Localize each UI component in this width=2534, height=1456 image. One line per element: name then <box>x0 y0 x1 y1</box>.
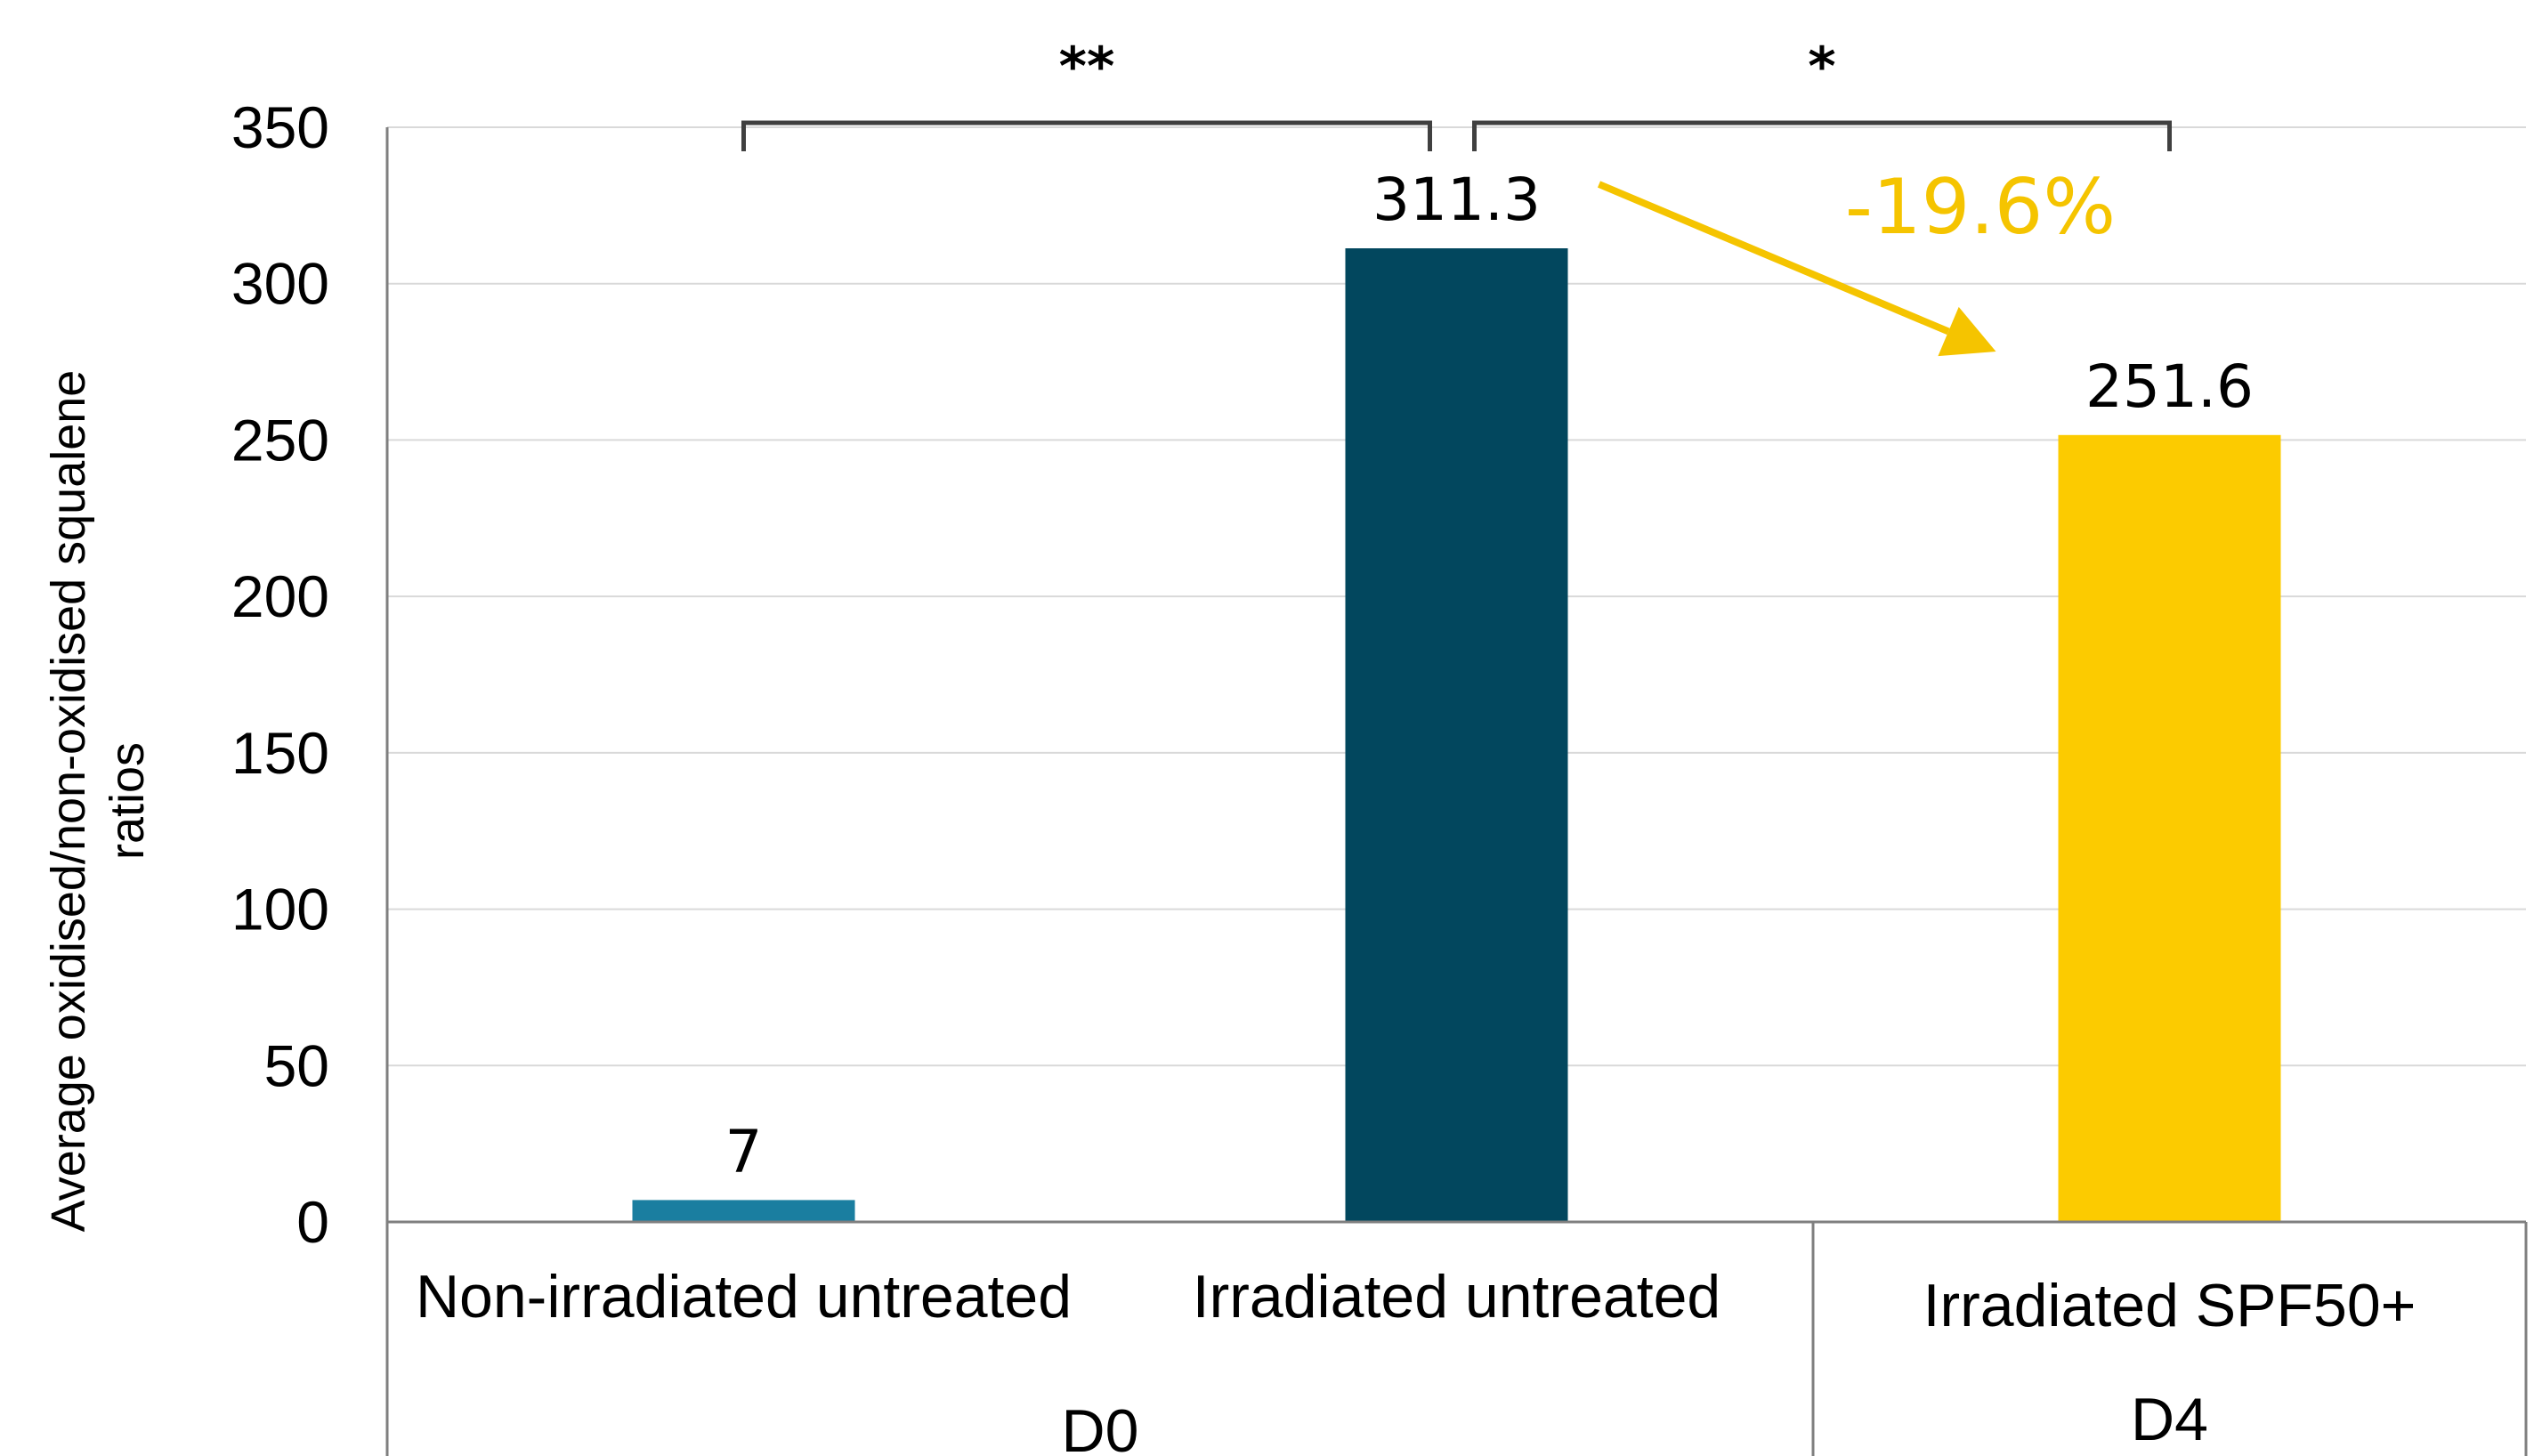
bars <box>632 248 2281 1222</box>
group-label: D4 <box>2131 1386 2208 1453</box>
axes <box>385 127 2528 1456</box>
arrow-head <box>1938 306 1996 357</box>
change-annotation: -19.6% <box>1597 163 2116 357</box>
y-tick-label: 300 <box>231 251 329 317</box>
y-tick-label: 0 <box>296 1189 329 1255</box>
y-tick-label: 100 <box>231 877 329 942</box>
data-label: 311.3 <box>1372 166 1541 234</box>
arrow-line <box>1597 181 1950 336</box>
y-tick-label: 150 <box>231 720 329 786</box>
y-tick-label: 200 <box>231 563 329 629</box>
bar <box>2058 434 2281 1222</box>
category-labels: Non-irradiated untreated Irradiated untre… <box>416 1263 2416 1456</box>
data-label: 7 <box>725 1117 763 1185</box>
category-label: Non-irradiated untreated <box>416 1263 1072 1331</box>
bar <box>1345 248 1568 1222</box>
significance-label: * <box>1808 36 1835 98</box>
data-labels: 7 311.3 251.6 <box>725 166 2254 1185</box>
y-tick-label: 50 <box>264 1032 329 1098</box>
y-tick-labels: 0 50 100 150 200 250 300 350 <box>231 94 329 1255</box>
significance-brackets: ** * <box>741 36 2172 151</box>
bar <box>632 1200 855 1222</box>
category-label: Irradiated untreated <box>1193 1263 1721 1331</box>
data-label: 251.6 <box>2085 352 2254 421</box>
category-label: Irradiated SPF50+ <box>1923 1272 2417 1339</box>
group-label: D0 <box>1062 1397 1139 1456</box>
y-tick-label: 250 <box>231 407 329 473</box>
significance-bracket <box>1472 120 2172 151</box>
percent-change-label: -19.6% <box>1845 163 2116 252</box>
significance-label: ** <box>1059 36 1115 98</box>
y-tick-label: 350 <box>231 94 329 160</box>
y-axis-label: Average oxidised/non-oxidised squalene ra… <box>42 370 154 1233</box>
significance-bracket <box>741 120 1432 151</box>
